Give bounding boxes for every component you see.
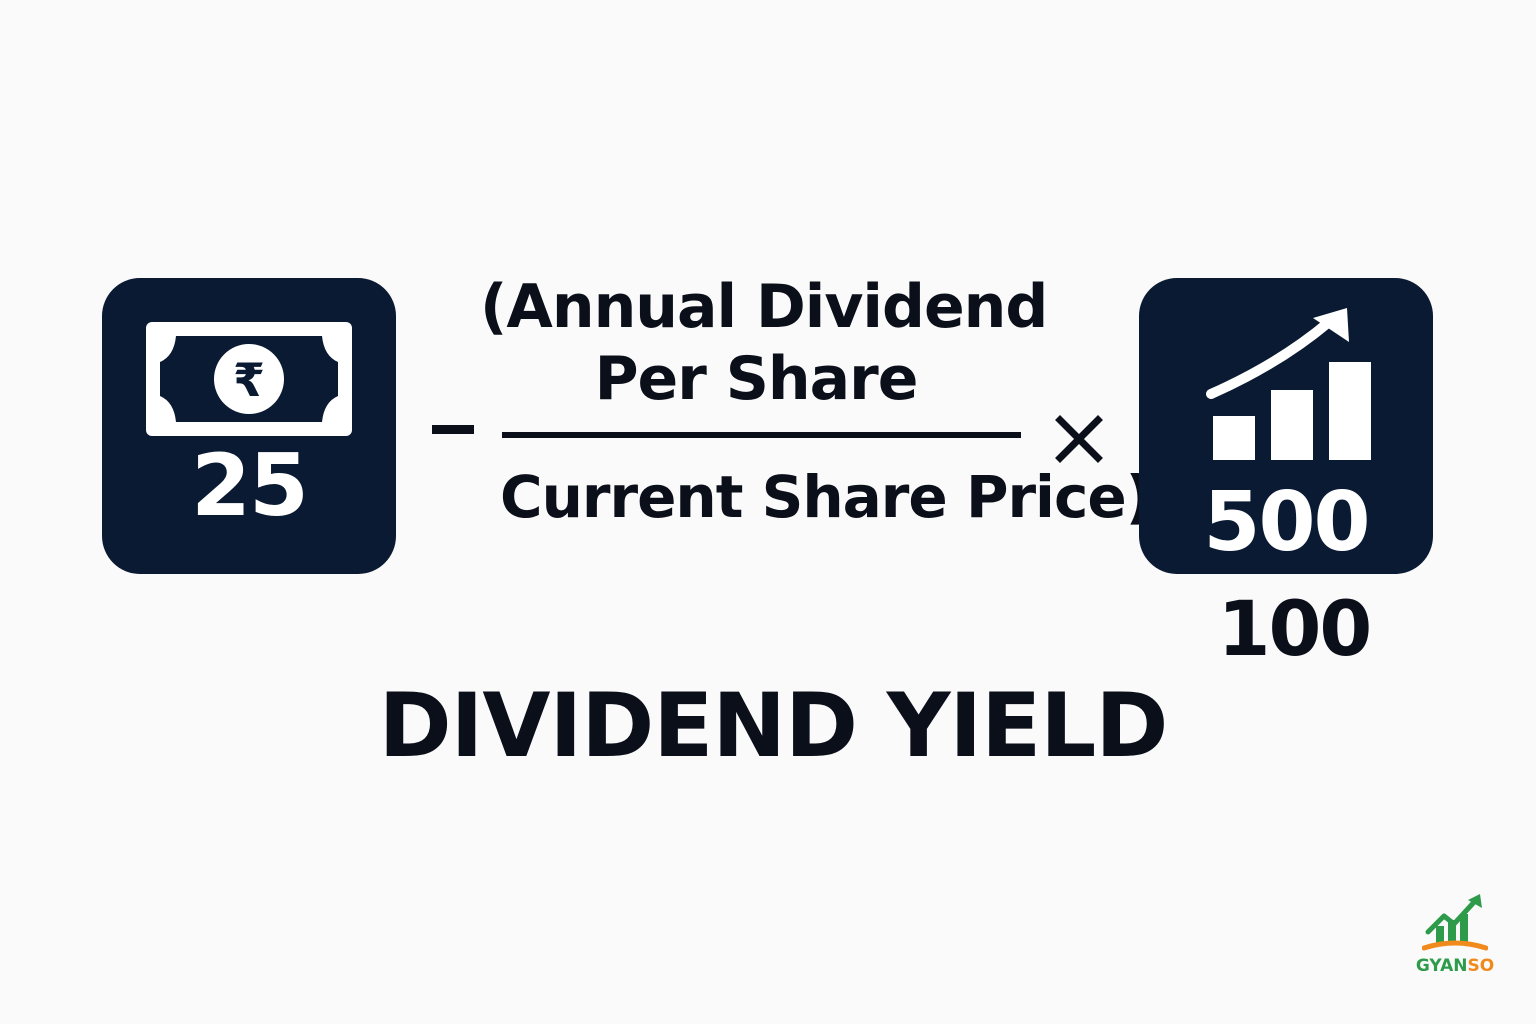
diagram-caption: DIVIDEND YIELD bbox=[378, 674, 1169, 777]
brand-name-green: GYAN bbox=[1415, 956, 1468, 976]
growth-bar-chart-icon bbox=[1206, 308, 1371, 460]
share-price-tile: 500 bbox=[1139, 278, 1433, 574]
brand-name: GYANSO bbox=[1400, 956, 1510, 976]
minus-sign bbox=[432, 425, 474, 434]
dividend-tile: ₹ 25 bbox=[102, 278, 396, 574]
numerator-line-2: Per Share bbox=[594, 344, 919, 414]
brand-logo: GYANSO bbox=[1400, 888, 1510, 988]
rupee-banknote-icon: ₹ bbox=[146, 322, 352, 436]
left-value: 25 bbox=[191, 436, 309, 536]
multiplier-value: 100 bbox=[1217, 584, 1373, 673]
svg-text:₹: ₹ bbox=[233, 353, 265, 407]
numerator-line-1: (Annual Dividend bbox=[480, 272, 1048, 342]
brand-chart-icon bbox=[1422, 894, 1488, 951]
right-value: 500 bbox=[1203, 475, 1370, 570]
multiply-icon bbox=[1055, 415, 1103, 463]
fraction-bar bbox=[502, 432, 1021, 438]
brand-name-orange: SO bbox=[1467, 956, 1495, 976]
denominator: Current Share Price) bbox=[500, 463, 1152, 531]
